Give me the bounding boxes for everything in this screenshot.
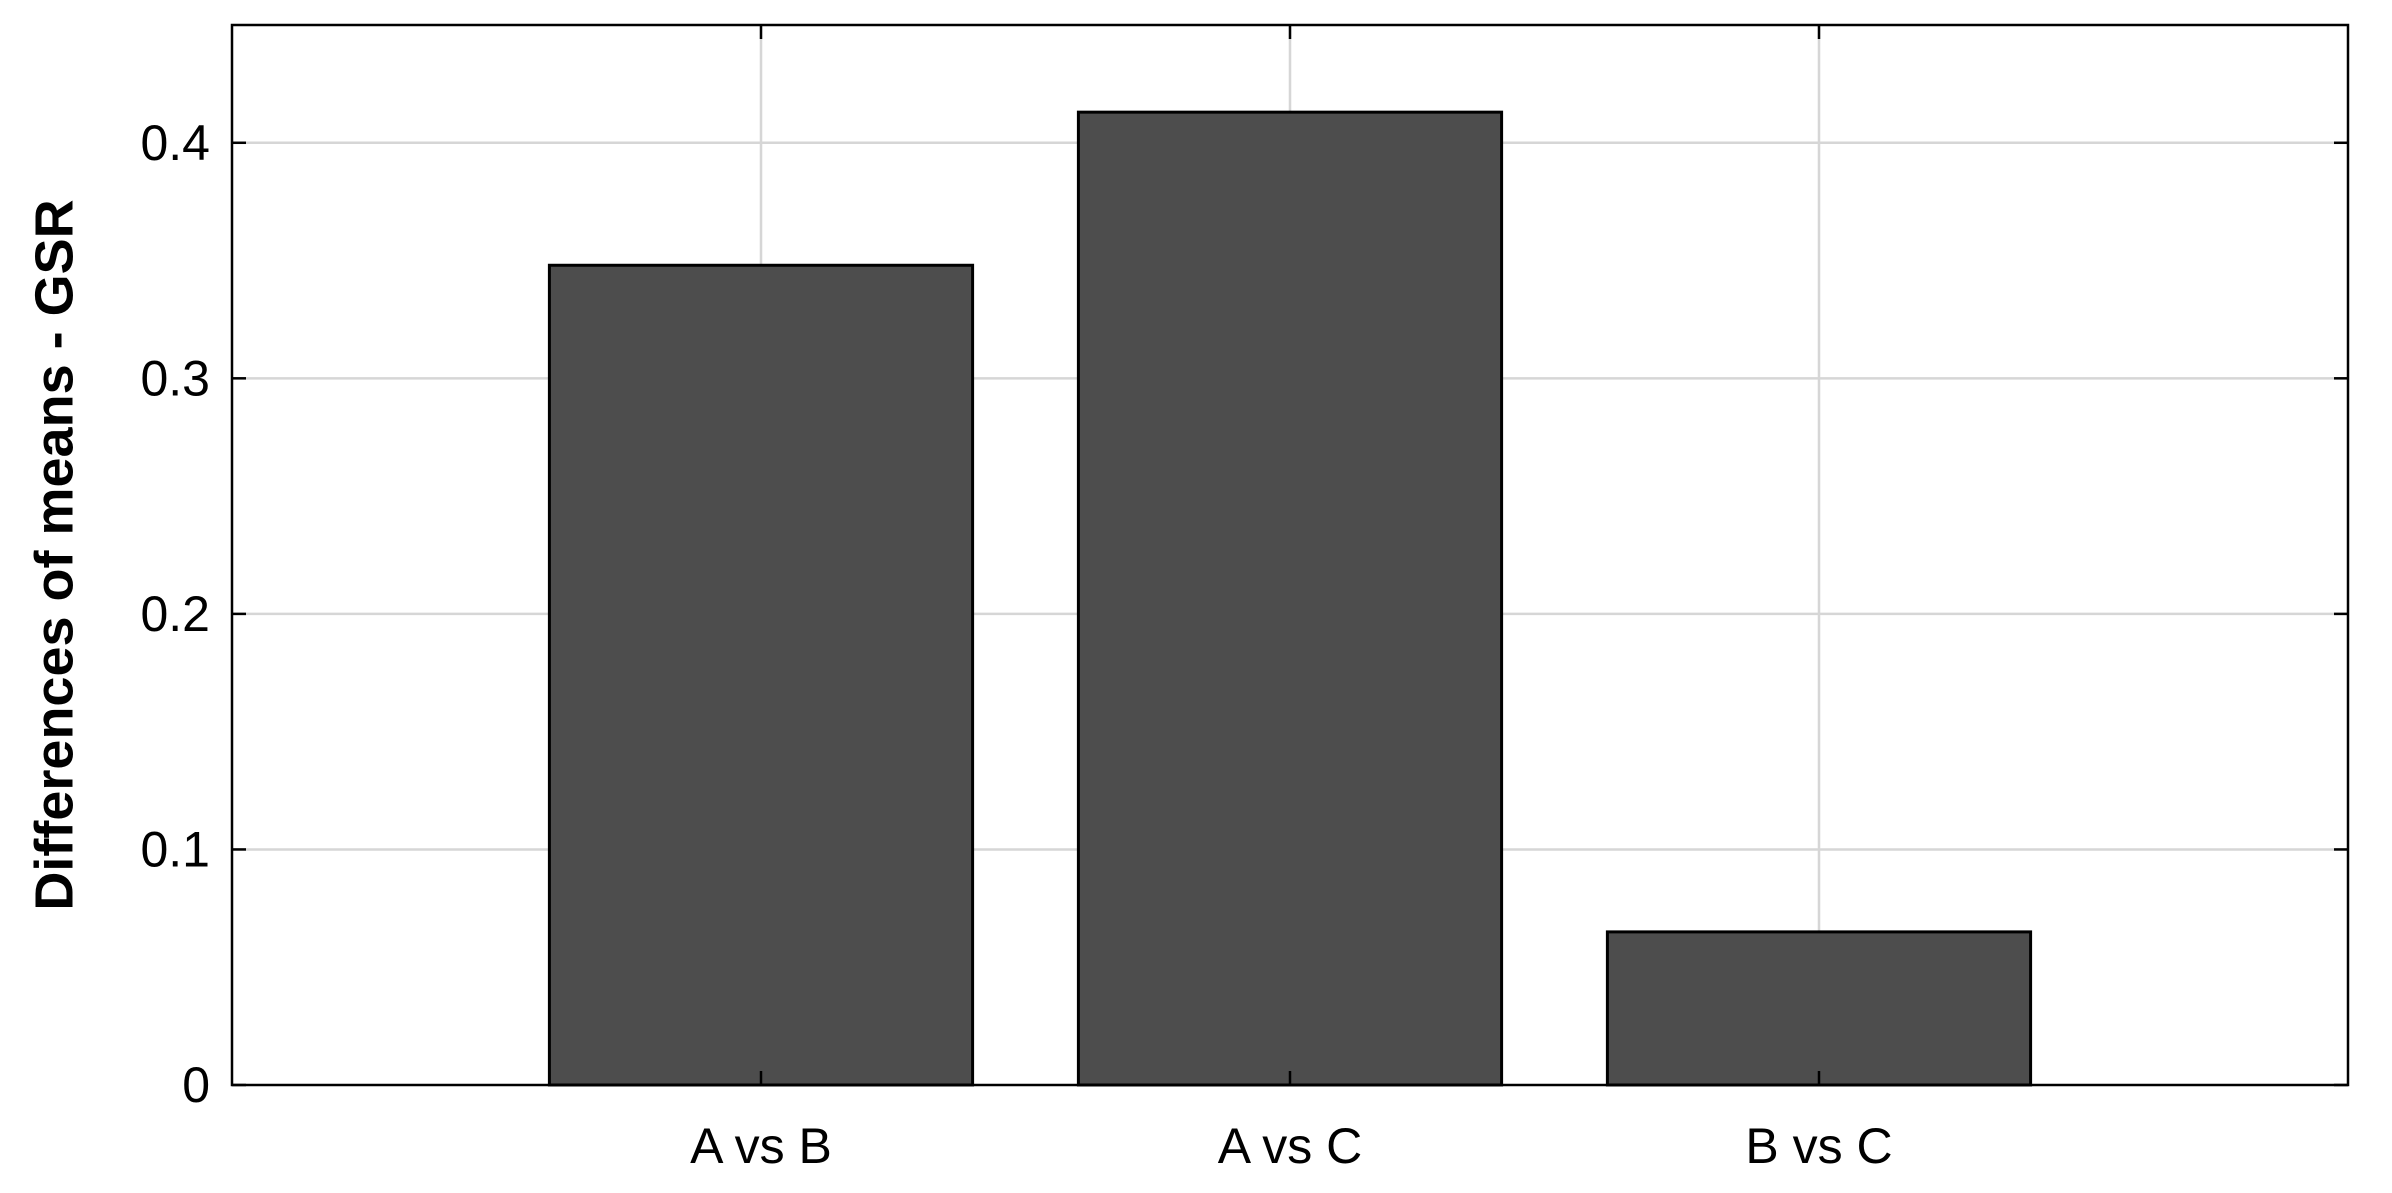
y-tick-label: 0.4 <box>140 115 210 171</box>
bar-a-vs-c <box>1076 110 1504 1087</box>
x-tick-label: A vs C <box>1218 1118 1362 1174</box>
bar-a-vs-b <box>547 263 975 1087</box>
tick-marks <box>232 25 2348 1087</box>
y-tick-label: 0.1 <box>140 821 210 877</box>
y-tick-label: 0.3 <box>140 350 210 406</box>
x-tick-label: A vs B <box>690 1118 832 1174</box>
bar-b-vs-c <box>1605 930 2033 1087</box>
bars <box>547 110 2033 1087</box>
x-tick-label: B vs C <box>1745 1118 1892 1174</box>
x-tick-labels: A vs B A vs C B vs C <box>690 1118 1892 1174</box>
y-axis-title: Differences of means - GSR <box>24 199 84 910</box>
y-tick-label: 0.2 <box>140 586 210 642</box>
y-tick-label: 0 <box>182 1057 210 1113</box>
y-tick-labels: 0 0.1 0.2 0.3 0.4 <box>140 115 210 1113</box>
